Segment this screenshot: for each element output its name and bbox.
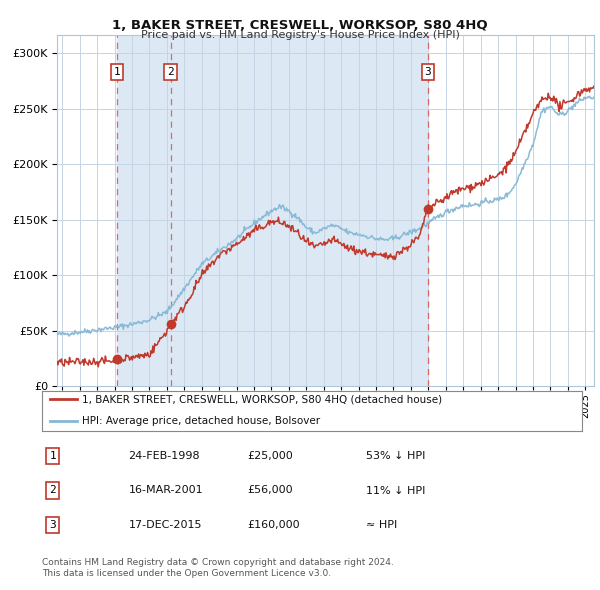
- Text: 1, BAKER STREET, CRESWELL, WORKSOP, S80 4HQ (detached house): 1, BAKER STREET, CRESWELL, WORKSOP, S80 …: [83, 394, 443, 404]
- Text: 1: 1: [49, 451, 56, 461]
- Text: 24-FEB-1998: 24-FEB-1998: [128, 451, 200, 461]
- Text: 1, BAKER STREET, CRESWELL, WORKSOP, S80 4HQ: 1, BAKER STREET, CRESWELL, WORKSOP, S80 …: [112, 19, 488, 32]
- Text: 53% ↓ HPI: 53% ↓ HPI: [366, 451, 425, 461]
- Text: Price paid vs. HM Land Registry's House Price Index (HPI): Price paid vs. HM Land Registry's House …: [140, 30, 460, 40]
- Text: £160,000: £160,000: [247, 520, 300, 530]
- Text: 3: 3: [49, 520, 56, 530]
- Text: 11% ↓ HPI: 11% ↓ HPI: [366, 486, 425, 496]
- Text: HPI: Average price, detached house, Bolsover: HPI: Average price, detached house, Bols…: [83, 416, 320, 425]
- Text: 17-DEC-2015: 17-DEC-2015: [128, 520, 202, 530]
- Text: 16-MAR-2001: 16-MAR-2001: [128, 486, 203, 496]
- Text: £56,000: £56,000: [247, 486, 293, 496]
- Text: 2: 2: [49, 486, 56, 496]
- Text: ≈ HPI: ≈ HPI: [366, 520, 397, 530]
- Bar: [170, 35, 428, 386]
- Text: Contains HM Land Registry data © Crown copyright and database right 2024.
This d: Contains HM Land Registry data © Crown c…: [42, 558, 394, 578]
- Text: £25,000: £25,000: [247, 451, 293, 461]
- Bar: [117, 35, 170, 386]
- Text: 1: 1: [113, 67, 120, 77]
- Text: 2: 2: [167, 67, 174, 77]
- Text: 3: 3: [424, 67, 431, 77]
